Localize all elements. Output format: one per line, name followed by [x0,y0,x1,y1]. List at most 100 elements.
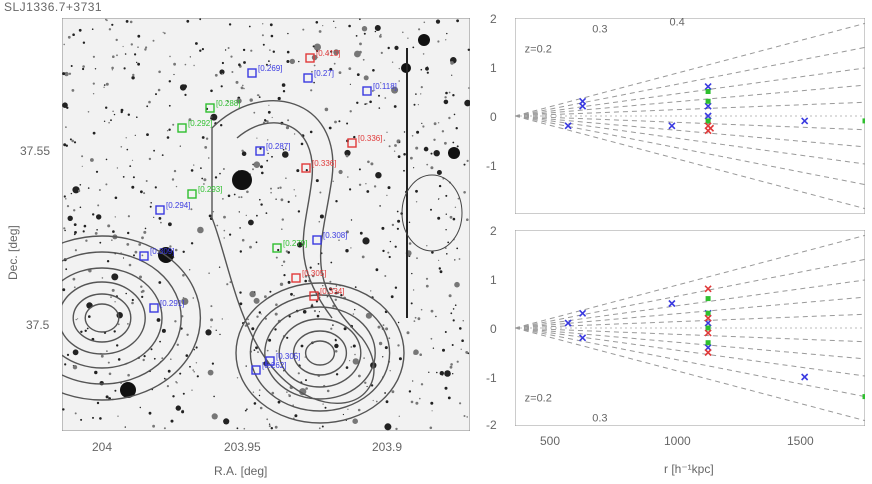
data-point-red [704,329,712,337]
star [369,100,372,104]
blue-redshift-label: [0.294] [166,201,190,210]
star [153,357,156,360]
star [269,63,272,66]
star [287,280,291,284]
star [149,205,152,208]
star [444,331,447,333]
star [141,254,144,257]
star [189,365,191,368]
star [66,353,70,356]
star [236,427,239,430]
star [359,42,362,46]
star [465,351,469,354]
star [279,186,282,189]
star [248,25,251,28]
star [105,395,109,399]
wedge-plot-bottom: z=0.20.30.40.5 [514,229,868,439]
star [117,415,119,417]
star [338,71,342,74]
star [75,318,77,321]
star [374,30,377,33]
star [334,339,337,342]
redshift-line [514,115,866,186]
star [361,255,365,259]
star [136,61,138,64]
star [219,172,221,175]
r-tick-1000: 1000 [664,434,691,448]
star [266,159,269,162]
star [370,384,374,387]
star [267,110,271,114]
star [111,288,115,292]
star [193,370,195,373]
star [322,403,324,405]
star [173,73,175,76]
star [329,287,332,291]
star [277,96,281,101]
blue-redshift-label: [0.305] [276,352,300,361]
star [205,329,212,336]
data-point-blue [579,97,587,105]
star [152,424,155,428]
star [108,372,112,376]
star [359,18,361,21]
star [241,149,244,152]
star [381,226,385,230]
star [124,53,127,55]
star [114,196,118,200]
star [423,21,426,24]
star [359,50,362,54]
star [290,292,293,296]
star [277,400,281,404]
star [281,218,284,221]
data-point-green [705,89,711,94]
star [192,369,194,371]
star [415,93,417,95]
data-point-green [705,118,711,124]
red-redshift-label: [0.336] [358,134,382,143]
star [441,130,445,133]
star [275,350,278,352]
star [240,196,243,199]
star [208,157,210,159]
star [444,96,447,99]
star [233,193,236,196]
wedge-label: z=0.2 [525,43,552,55]
star [315,179,319,183]
star [403,169,405,172]
star [176,343,179,346]
star [326,389,330,393]
star [256,137,258,139]
star [64,229,66,232]
star [211,362,214,365]
bright-star [232,170,252,190]
star [208,272,210,274]
star [106,350,108,352]
star [146,133,149,136]
star [74,412,77,415]
star [262,23,264,25]
star [378,341,383,346]
star [161,357,164,360]
star [124,426,126,428]
star [365,102,368,105]
star [252,163,254,166]
star [384,392,386,394]
redshift-line [514,327,866,422]
star [227,47,230,49]
star [131,298,134,302]
blue-redshift-label: [0.27] [314,69,334,78]
star [144,48,147,51]
star [398,80,401,82]
star [111,66,114,70]
star [77,189,81,193]
star [205,137,209,140]
star [101,277,104,279]
star [389,370,391,372]
star [454,206,457,208]
star [123,67,126,70]
star [356,101,359,105]
star [215,329,217,331]
star [226,283,229,286]
star [270,34,274,38]
